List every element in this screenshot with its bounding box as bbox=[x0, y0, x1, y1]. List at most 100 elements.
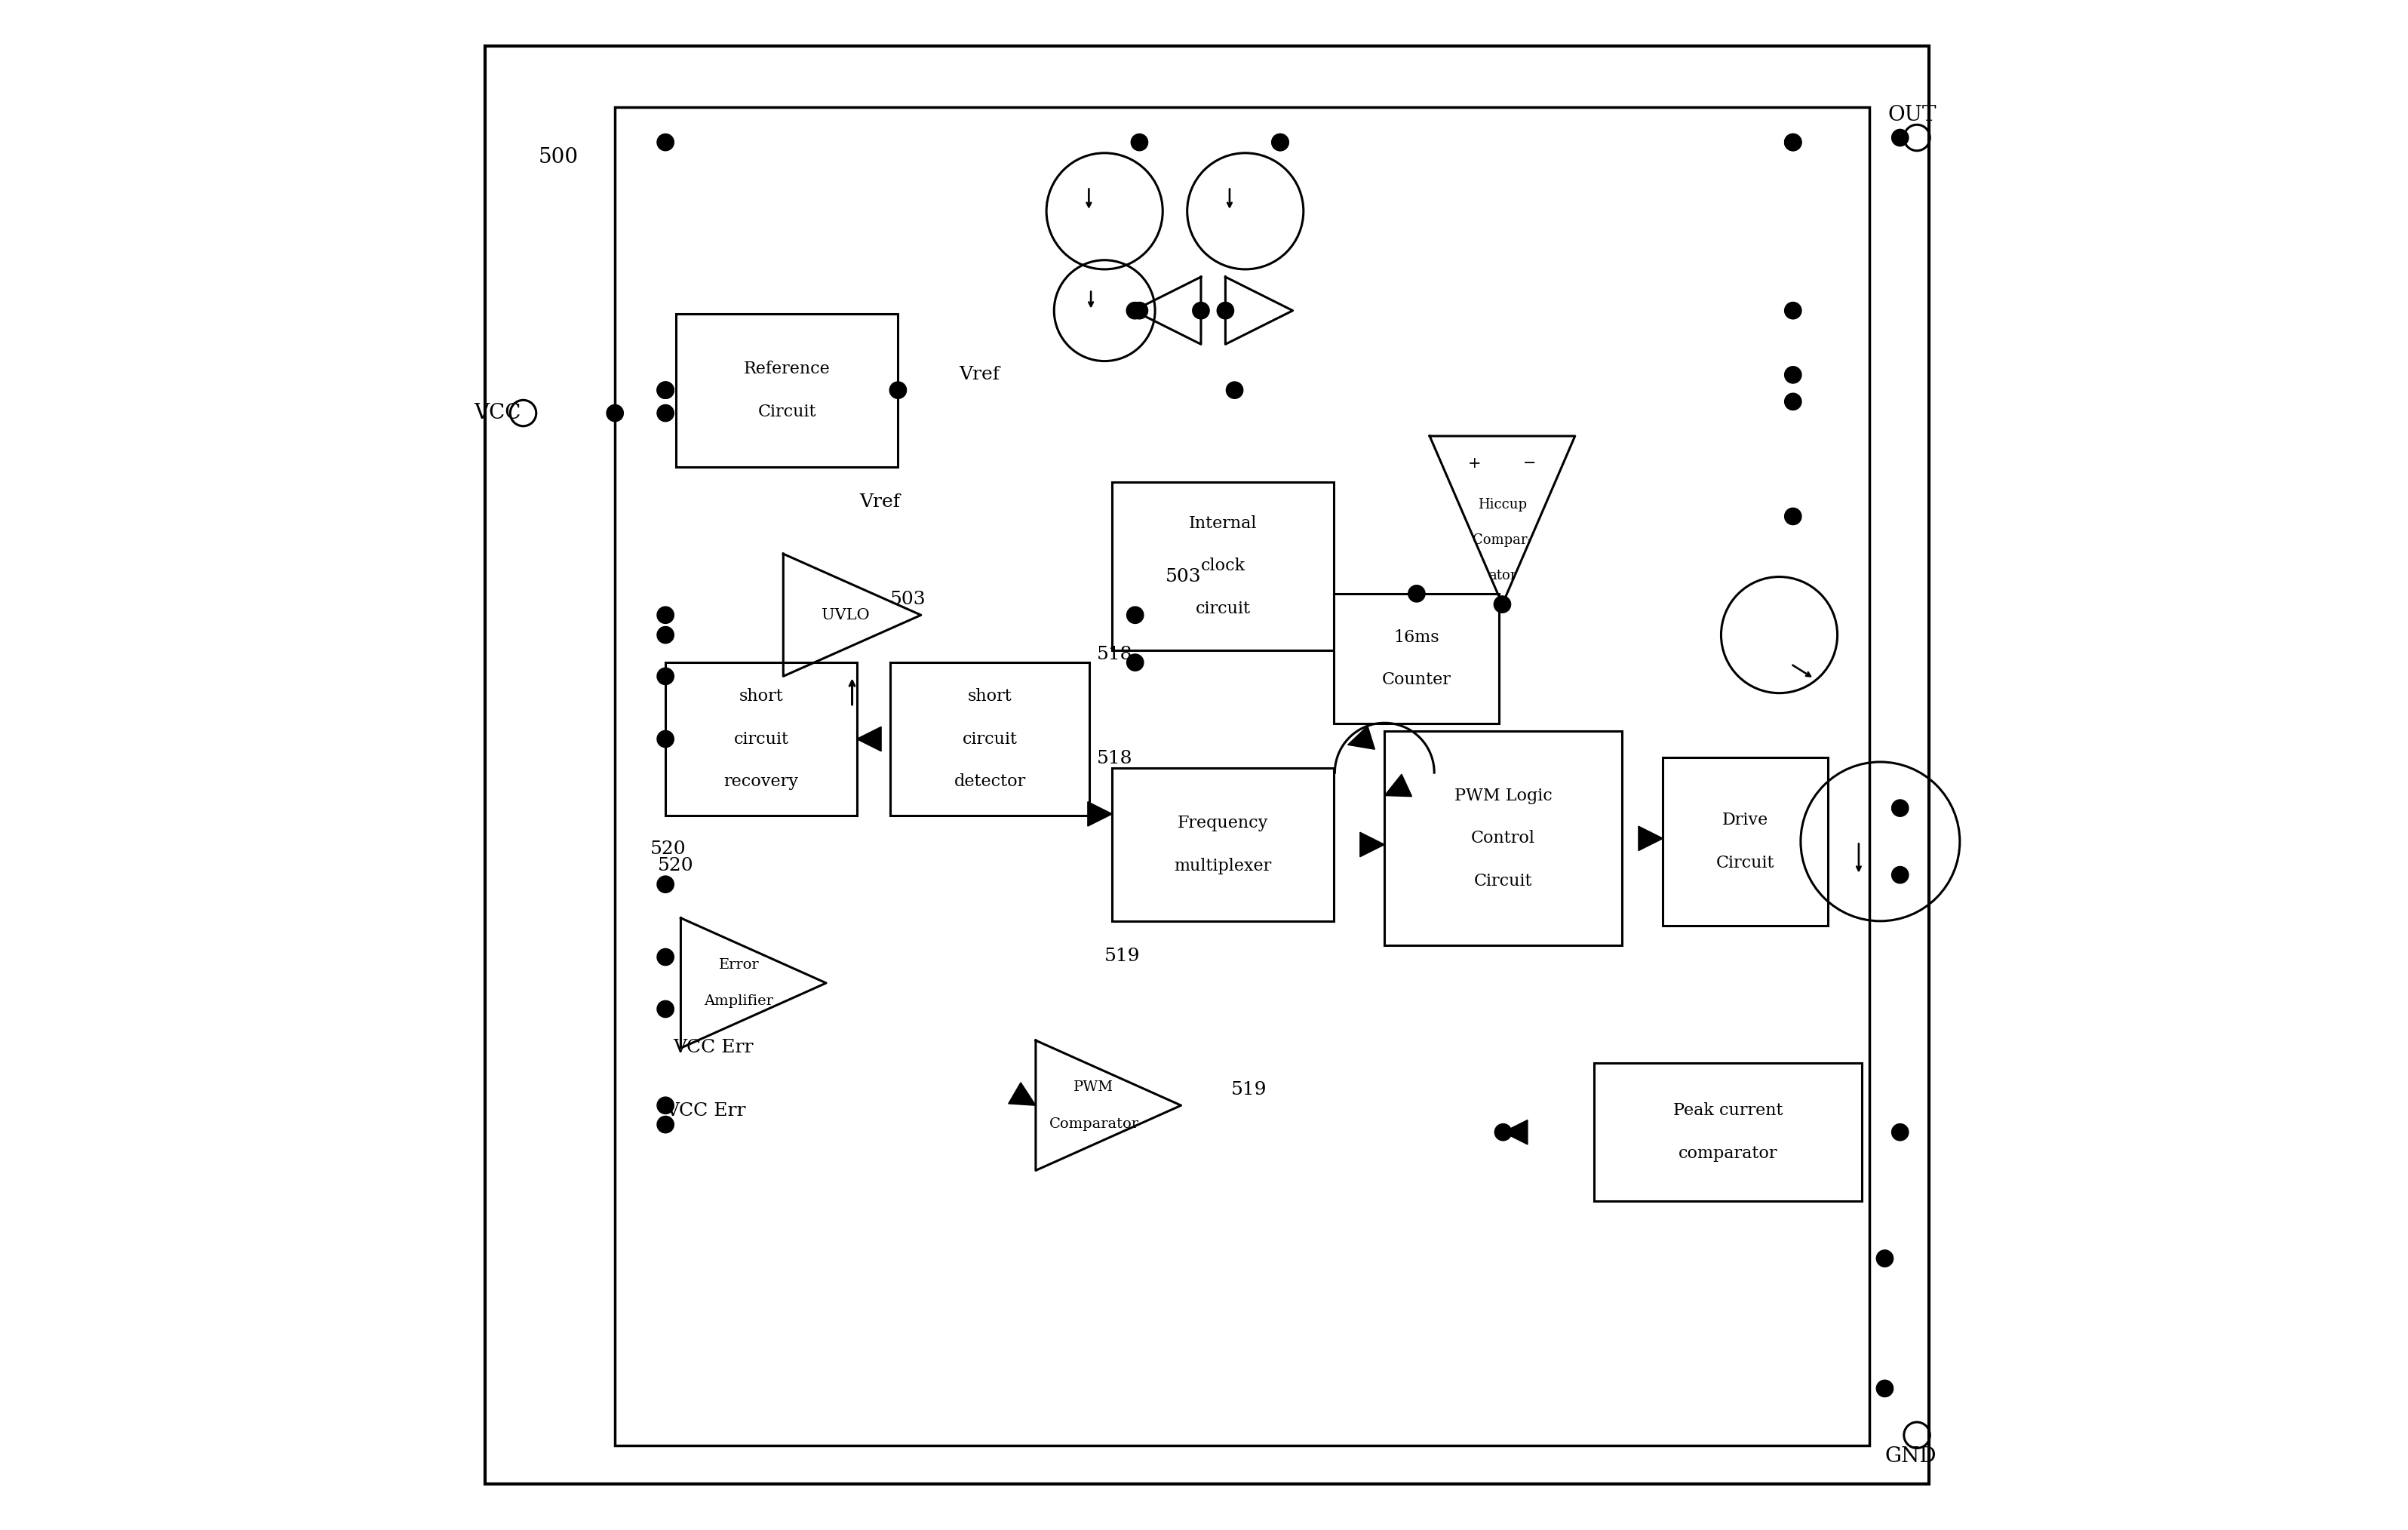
Text: Amplifier: Amplifier bbox=[703, 994, 773, 1008]
Polygon shape bbox=[1637, 826, 1664, 851]
Circle shape bbox=[657, 381, 674, 399]
Circle shape bbox=[1893, 1123, 1910, 1141]
Bar bbox=[614, 107, 1869, 1446]
Text: circuit: circuit bbox=[734, 731, 790, 747]
Circle shape bbox=[657, 949, 674, 965]
Circle shape bbox=[657, 404, 674, 422]
Bar bbox=[1334, 594, 1500, 724]
Text: multiplexer: multiplexer bbox=[1175, 858, 1271, 874]
Circle shape bbox=[657, 1001, 674, 1017]
Polygon shape bbox=[1361, 832, 1385, 857]
Text: Circuit: Circuit bbox=[1474, 874, 1531, 889]
Circle shape bbox=[1784, 133, 1801, 150]
Circle shape bbox=[1127, 606, 1144, 623]
Polygon shape bbox=[1009, 1083, 1035, 1105]
Text: Reference: Reference bbox=[744, 361, 831, 376]
Text: +: + bbox=[1469, 456, 1481, 471]
Text: 519: 519 bbox=[1230, 1082, 1267, 1099]
Circle shape bbox=[657, 1117, 674, 1132]
Circle shape bbox=[1216, 303, 1233, 320]
Polygon shape bbox=[1503, 1120, 1527, 1144]
Text: Circuit: Circuit bbox=[1717, 855, 1775, 871]
Text: recovery: recovery bbox=[725, 774, 799, 789]
Text: 500: 500 bbox=[539, 147, 578, 168]
Bar bbox=[1385, 731, 1621, 946]
Circle shape bbox=[1893, 129, 1910, 147]
Text: clock: clock bbox=[1202, 558, 1245, 574]
Text: ator: ator bbox=[1488, 569, 1517, 581]
Bar bbox=[891, 662, 1088, 815]
Text: Peak current: Peak current bbox=[1674, 1103, 1782, 1118]
Circle shape bbox=[1271, 133, 1288, 150]
Text: PWM Logic: PWM Logic bbox=[1454, 788, 1553, 803]
Text: Counter: Counter bbox=[1382, 672, 1452, 688]
Circle shape bbox=[1132, 133, 1149, 150]
Bar bbox=[1594, 1063, 1861, 1201]
Polygon shape bbox=[1348, 725, 1375, 750]
Circle shape bbox=[1784, 367, 1801, 384]
Circle shape bbox=[1893, 800, 1910, 817]
Text: Compar-: Compar- bbox=[1474, 534, 1531, 546]
Text: circuit: circuit bbox=[1197, 601, 1250, 617]
Polygon shape bbox=[1088, 802, 1112, 826]
Bar bbox=[1112, 482, 1334, 650]
Text: UVLO: UVLO bbox=[821, 607, 869, 623]
Text: 518: 518 bbox=[1098, 646, 1132, 664]
Circle shape bbox=[607, 404, 624, 422]
Circle shape bbox=[657, 381, 674, 399]
Polygon shape bbox=[1385, 774, 1411, 797]
Circle shape bbox=[1226, 381, 1243, 399]
Text: 16ms: 16ms bbox=[1394, 629, 1440, 646]
Circle shape bbox=[1784, 133, 1801, 150]
Circle shape bbox=[1876, 1380, 1893, 1397]
Text: Hiccup: Hiccup bbox=[1479, 499, 1527, 511]
Circle shape bbox=[1409, 584, 1426, 603]
Text: Control: Control bbox=[1471, 831, 1536, 846]
Text: Vref: Vref bbox=[958, 366, 999, 384]
Text: PWM: PWM bbox=[1074, 1080, 1115, 1094]
Text: 520: 520 bbox=[650, 840, 686, 858]
Circle shape bbox=[1784, 508, 1801, 525]
Circle shape bbox=[1127, 655, 1144, 670]
Circle shape bbox=[657, 667, 674, 685]
Circle shape bbox=[1271, 133, 1288, 150]
Text: Circuit: Circuit bbox=[759, 404, 816, 419]
Text: Internal: Internal bbox=[1190, 516, 1257, 531]
Text: Comparator: Comparator bbox=[1050, 1117, 1139, 1131]
Circle shape bbox=[657, 1097, 674, 1114]
Circle shape bbox=[657, 730, 674, 748]
Text: short: short bbox=[968, 688, 1011, 704]
Circle shape bbox=[657, 133, 674, 150]
Bar bbox=[1112, 768, 1334, 921]
Text: Vref: Vref bbox=[860, 493, 901, 511]
Circle shape bbox=[1876, 1250, 1893, 1267]
Text: −: − bbox=[1524, 456, 1536, 471]
Bar bbox=[1664, 757, 1828, 926]
Text: 518: 518 bbox=[1098, 750, 1132, 768]
Circle shape bbox=[1784, 393, 1801, 410]
Text: VCC: VCC bbox=[474, 402, 520, 424]
Text: VCC Err: VCC Err bbox=[674, 1039, 754, 1056]
Circle shape bbox=[657, 606, 674, 623]
Text: 503: 503 bbox=[1165, 568, 1202, 586]
Text: short: short bbox=[739, 688, 783, 704]
Bar bbox=[665, 662, 857, 815]
Text: 520: 520 bbox=[657, 857, 694, 875]
Text: GND: GND bbox=[1885, 1446, 1936, 1467]
Text: 519: 519 bbox=[1105, 947, 1141, 965]
Circle shape bbox=[1893, 866, 1910, 883]
Circle shape bbox=[1493, 595, 1510, 614]
Text: detector: detector bbox=[954, 774, 1026, 789]
Circle shape bbox=[657, 875, 674, 894]
Polygon shape bbox=[857, 727, 881, 751]
Text: VCC Err: VCC Err bbox=[665, 1102, 746, 1120]
Text: OUT: OUT bbox=[1888, 104, 1936, 125]
Text: Drive: Drive bbox=[1722, 812, 1770, 828]
Circle shape bbox=[1127, 303, 1144, 320]
Text: 503: 503 bbox=[891, 591, 927, 609]
Circle shape bbox=[1495, 1123, 1512, 1141]
Circle shape bbox=[1192, 303, 1209, 320]
Bar bbox=[677, 314, 898, 467]
Text: Error: Error bbox=[718, 958, 759, 972]
Circle shape bbox=[1132, 303, 1149, 320]
